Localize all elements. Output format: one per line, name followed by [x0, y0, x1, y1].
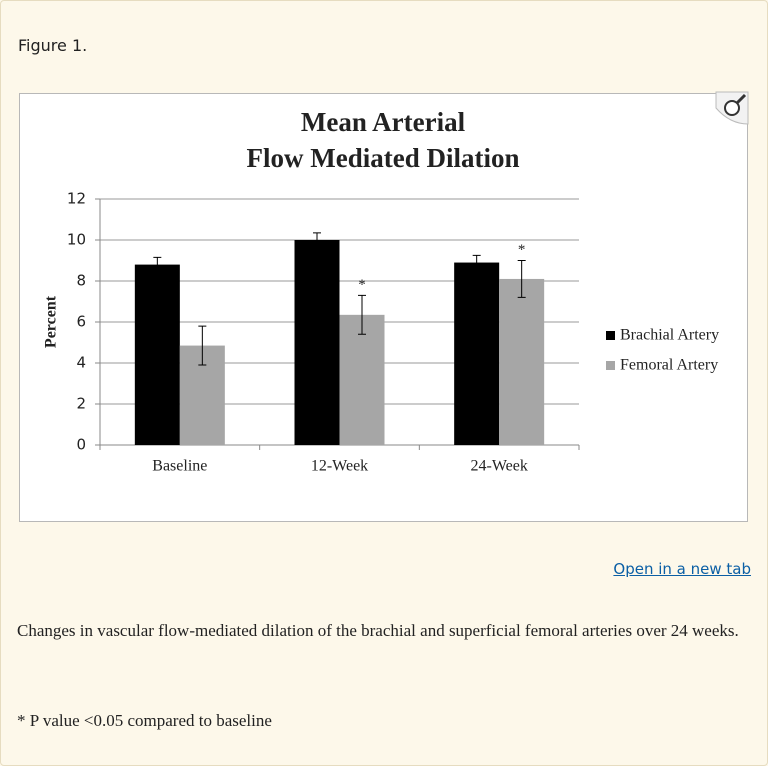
error-bar	[198, 325, 207, 366]
legend-label: Femoral Artery	[620, 357, 718, 374]
chart: Mean Arterial Flow Mediated Dilation Per…	[43, 91, 749, 475]
legend-label: Brachial Artery	[620, 327, 719, 344]
error-bar	[313, 232, 321, 248]
x-tick-label: 12-Week	[311, 458, 368, 475]
open-link[interactable]: Open in a new tab	[613, 560, 751, 578]
bar	[499, 278, 545, 445]
footnote: * P value <0.05 compared to baseline	[17, 711, 272, 730]
x-tick-label: Baseline	[152, 458, 207, 475]
significance-marker: *	[358, 277, 366, 293]
y-tick-label: 4	[76, 354, 86, 372]
y-tick-label: 6	[76, 313, 86, 331]
y-tick-label: 2	[76, 395, 86, 413]
figure-label: Figure 1.	[18, 36, 88, 55]
y-tick-label: 0	[76, 436, 86, 454]
bar	[454, 262, 500, 445]
error-bar	[517, 260, 526, 298]
zoom-icon[interactable]	[715, 91, 749, 125]
y-tick-label: 10	[67, 231, 86, 249]
chart-title: Mean Arterial	[301, 107, 466, 137]
legend-swatch	[606, 331, 615, 340]
x-tick-label: 24-Week	[470, 458, 527, 475]
legend-swatch	[606, 361, 615, 370]
error-bar	[358, 294, 366, 335]
y-tick-label: 8	[76, 272, 86, 290]
bar	[339, 314, 385, 445]
error-bar	[153, 256, 162, 273]
chart-title: Flow Mediated Dilation	[247, 143, 520, 173]
error-bar	[472, 254, 481, 271]
bar	[294, 240, 340, 445]
significance-marker: *	[518, 242, 526, 258]
y-tick-label: 12	[67, 190, 86, 208]
caption: Changes in vascular flow-mediated dilati…	[17, 621, 739, 640]
bar	[134, 264, 180, 445]
y-axis-label: Percent	[43, 295, 60, 348]
